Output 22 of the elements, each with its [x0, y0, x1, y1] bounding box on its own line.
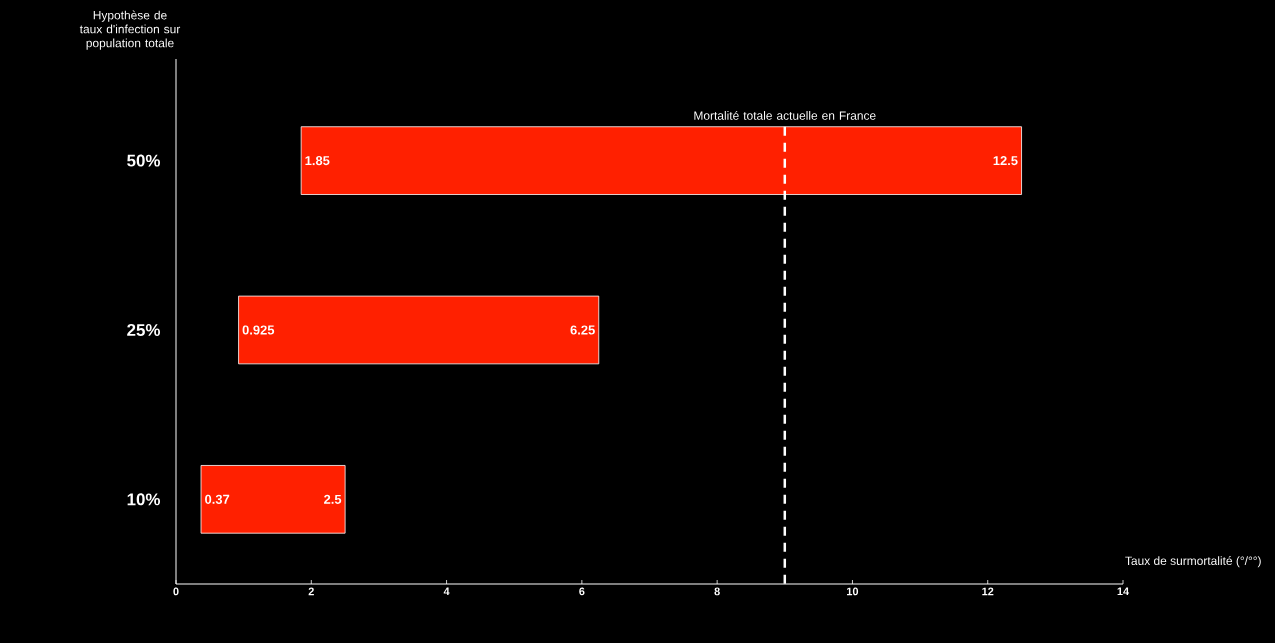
y-tick-label: 10% [127, 493, 161, 506]
x-tick-label: 2 [308, 587, 314, 596]
x-tick-label: 14 [1117, 587, 1130, 596]
annotation: 0.925 [242, 325, 275, 335]
ref-line-label: Mortalité totale actuelle en France [694, 110, 876, 120]
x-tick-label: 0 [173, 587, 179, 596]
annotation: 0.37 [205, 494, 230, 504]
x-tick-label: 10 [847, 587, 859, 596]
x-tick-label: 6 [579, 587, 585, 596]
x-tick-label: 4 [443, 587, 450, 596]
y-axis-title: Hypothèse de taux d'infection sur population totale [79, 10, 181, 50]
x-axis-title: Taux de surmortalité (°/°°) [1125, 556, 1261, 568]
annotation: 1.85 [305, 156, 330, 166]
annotation: 2.5 [324, 494, 342, 504]
y-tick-label: 50% [127, 154, 161, 167]
bar [238, 295, 600, 365]
x-tick-label: 12 [982, 587, 994, 596]
x-tick-label: 8 [714, 587, 720, 596]
y-tick-label: 25% [127, 323, 161, 336]
bar [200, 465, 346, 534]
annotation: 6.25 [570, 325, 595, 335]
annotation: 12.5 [993, 156, 1018, 166]
